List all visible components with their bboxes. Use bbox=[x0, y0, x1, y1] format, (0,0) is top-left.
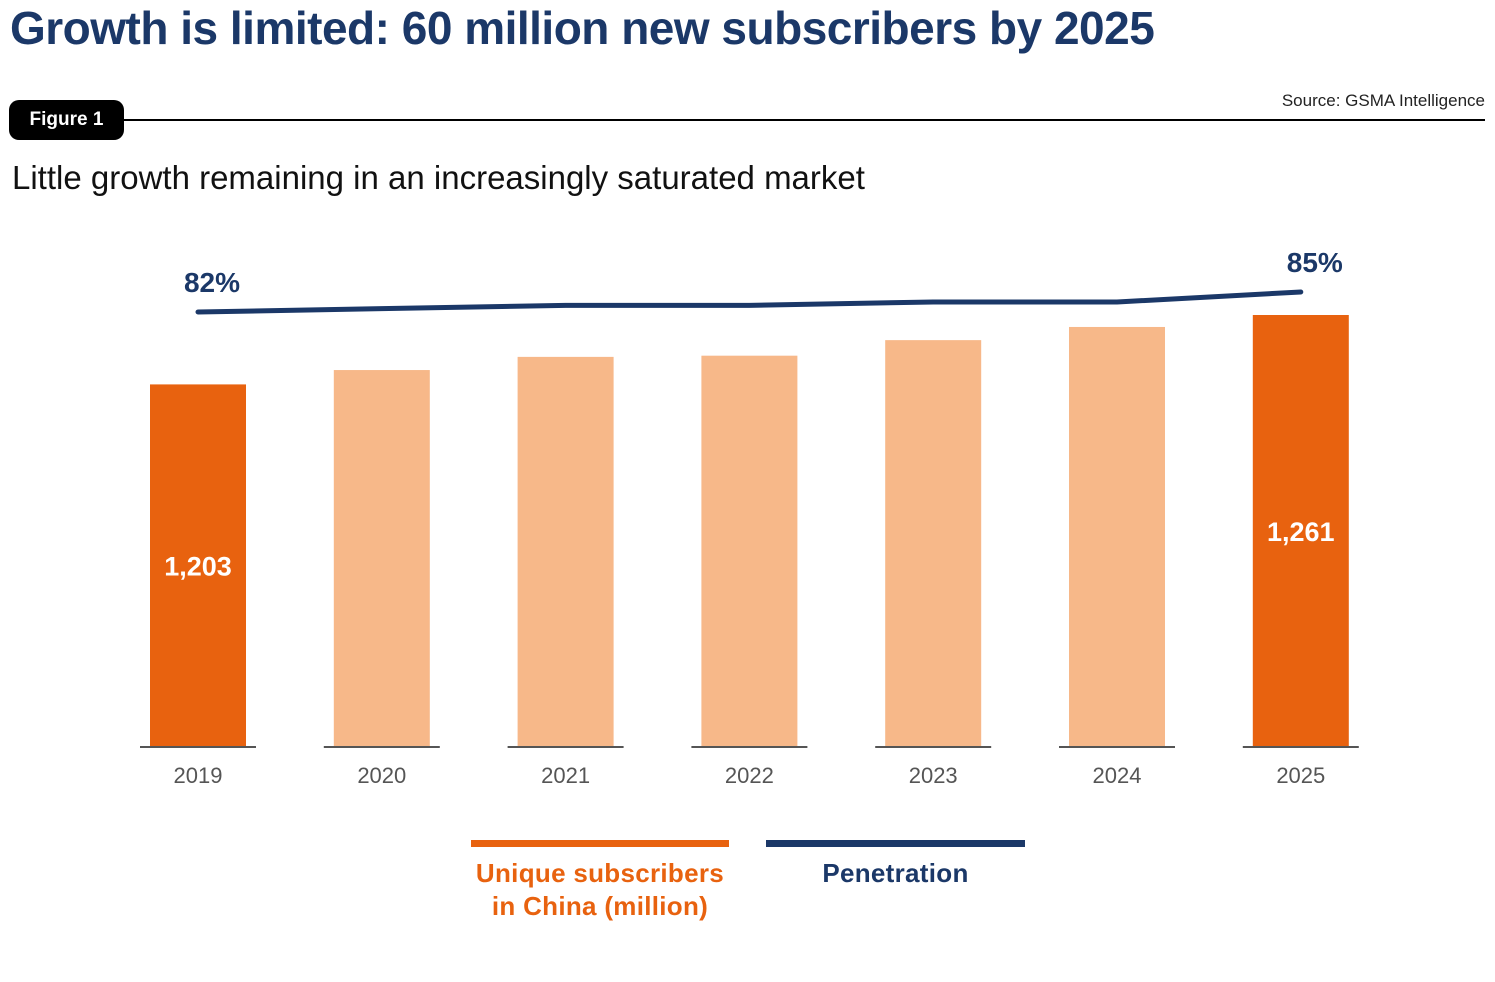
x-tick-label-2022: 2022 bbox=[725, 763, 774, 788]
penetration-label-2019: 82% bbox=[184, 267, 240, 298]
figure-rule bbox=[120, 119, 1485, 121]
x-tick-label-2020: 2020 bbox=[357, 763, 406, 788]
legend-label-penetration: Penetration bbox=[822, 858, 969, 888]
bar-2023 bbox=[885, 340, 982, 747]
legend-swatch-subscribers bbox=[471, 840, 729, 847]
x-tick-label-2019: 2019 bbox=[174, 763, 223, 788]
bar-2025 bbox=[1252, 315, 1349, 747]
bar-value-label-2019: 1,203 bbox=[164, 552, 232, 582]
bar-2020 bbox=[333, 370, 430, 747]
bar-2021 bbox=[517, 356, 614, 747]
legend-swatch-penetration bbox=[766, 840, 1025, 847]
penetration-line bbox=[195, 289, 1304, 315]
x-tick-label-2025: 2025 bbox=[1276, 763, 1325, 788]
legend-item-penetration: Penetration bbox=[766, 840, 1025, 890]
bar-2022 bbox=[701, 355, 798, 747]
x-tick-label-2023: 2023 bbox=[909, 763, 958, 788]
x-tick-label-2024: 2024 bbox=[1093, 763, 1142, 788]
figure-label: Figure 1 bbox=[9, 100, 124, 140]
penetration-label-2025: 85% bbox=[1287, 247, 1343, 278]
bar-2024 bbox=[1069, 326, 1165, 747]
legend-item-subscribers: Unique subscribers in China (million) bbox=[471, 840, 729, 923]
bar-value-label-2025: 1,261 bbox=[1267, 517, 1335, 547]
bar-2019 bbox=[150, 384, 246, 747]
source-note: Source: GSMA Intelligence bbox=[1281, 91, 1485, 110]
legend-label-subscribers: Unique subscribers in China (million) bbox=[475, 858, 725, 921]
chart-subtitle: Little growth remaining in an increasing… bbox=[12, 159, 865, 196]
x-tick-label-2021: 2021 bbox=[541, 763, 590, 788]
headline: Growth is limited: 60 million new subscr… bbox=[10, 2, 1155, 54]
